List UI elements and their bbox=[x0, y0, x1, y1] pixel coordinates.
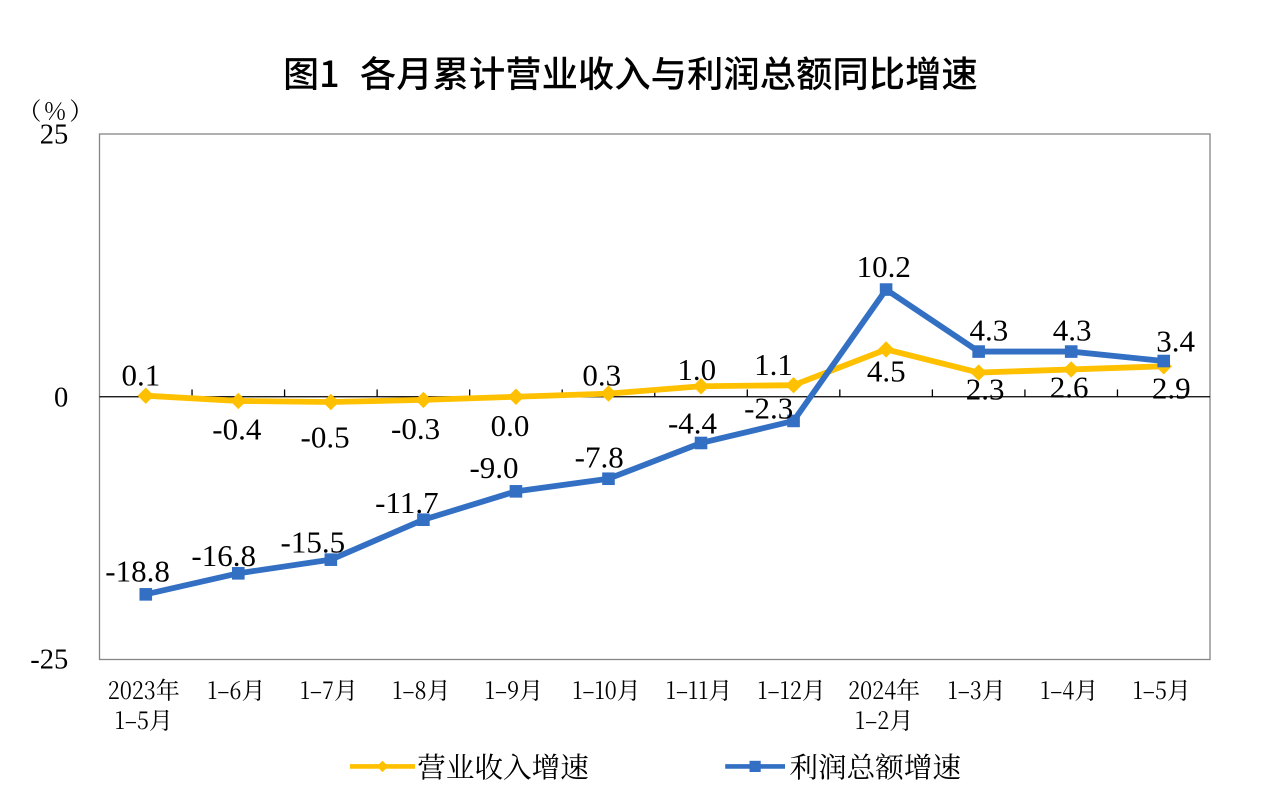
svg-text:-16.8: -16.8 bbox=[191, 538, 256, 573]
svg-text:4.3: 4.3 bbox=[1053, 312, 1092, 347]
svg-text:-0.5: -0.5 bbox=[301, 420, 350, 455]
svg-text:10.2: 10.2 bbox=[857, 249, 911, 284]
svg-text:2.6: 2.6 bbox=[1050, 369, 1089, 404]
svg-text:-0.4: -0.4 bbox=[212, 411, 262, 446]
svg-text:4.3: 4.3 bbox=[970, 312, 1009, 347]
svg-text:0.0: 0.0 bbox=[491, 408, 530, 443]
svg-text:-9.0: -9.0 bbox=[469, 450, 518, 485]
svg-text:-4.4: -4.4 bbox=[668, 406, 718, 441]
svg-text:3.4: 3.4 bbox=[1156, 323, 1195, 358]
svg-text:-0.3: -0.3 bbox=[391, 411, 440, 446]
svg-text:0.3: 0.3 bbox=[582, 358, 621, 393]
svg-text:2.3: 2.3 bbox=[966, 372, 1005, 407]
svg-text:1.1: 1.1 bbox=[754, 347, 793, 382]
svg-text:-7.8: -7.8 bbox=[575, 440, 624, 475]
svg-text:-18.8: -18.8 bbox=[105, 554, 170, 589]
svg-text:-15.5: -15.5 bbox=[281, 524, 346, 559]
svg-text:25: 25 bbox=[40, 120, 69, 151]
svg-text:-25: -25 bbox=[30, 645, 68, 676]
svg-text:0: 0 bbox=[54, 382, 68, 413]
svg-text:-2.3: -2.3 bbox=[744, 391, 793, 426]
svg-text:0.1: 0.1 bbox=[122, 358, 161, 393]
svg-text:2.9: 2.9 bbox=[1152, 370, 1191, 405]
svg-text:4.5: 4.5 bbox=[867, 354, 906, 389]
svg-text:1.0: 1.0 bbox=[677, 352, 716, 387]
svg-text:-11.7: -11.7 bbox=[375, 485, 438, 520]
